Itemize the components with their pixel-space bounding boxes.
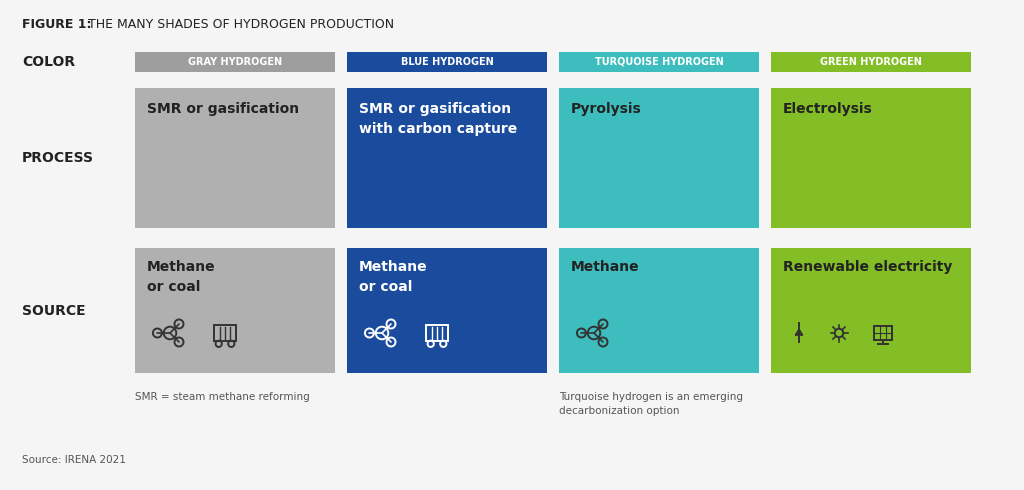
Text: Source: IRENA 2021: Source: IRENA 2021 <box>22 455 126 465</box>
FancyBboxPatch shape <box>559 52 759 72</box>
Text: PROCESS: PROCESS <box>22 151 94 165</box>
Text: Renewable electricity: Renewable electricity <box>783 260 952 274</box>
Text: SMR = steam methane reforming: SMR = steam methane reforming <box>135 392 309 402</box>
Text: COLOR: COLOR <box>22 55 75 69</box>
FancyBboxPatch shape <box>559 248 759 373</box>
Text: TURQUOISE HYDROGEN: TURQUOISE HYDROGEN <box>595 57 723 67</box>
FancyBboxPatch shape <box>559 88 759 228</box>
Text: SMR or gasification: SMR or gasification <box>147 102 299 116</box>
Text: Pyrolysis: Pyrolysis <box>571 102 642 116</box>
FancyBboxPatch shape <box>771 88 971 228</box>
Text: SMR or gasification
with carbon capture: SMR or gasification with carbon capture <box>359 102 517 136</box>
Text: Electrolysis: Electrolysis <box>783 102 872 116</box>
FancyBboxPatch shape <box>135 52 335 72</box>
Text: GREEN HYDROGEN: GREEN HYDROGEN <box>820 57 922 67</box>
Text: GRAY HYDROGEN: GRAY HYDROGEN <box>188 57 282 67</box>
FancyBboxPatch shape <box>771 248 971 373</box>
Text: Turquoise hydrogen is an emerging
decarbonization option: Turquoise hydrogen is an emerging decarb… <box>559 392 743 416</box>
FancyBboxPatch shape <box>347 52 547 72</box>
Text: SOURCE: SOURCE <box>22 303 86 318</box>
Text: THE MANY SHADES OF HYDROGEN PRODUCTION: THE MANY SHADES OF HYDROGEN PRODUCTION <box>84 18 394 31</box>
Text: FIGURE 1:: FIGURE 1: <box>22 18 91 31</box>
FancyBboxPatch shape <box>347 88 547 228</box>
Text: BLUE HYDROGEN: BLUE HYDROGEN <box>400 57 494 67</box>
Text: Methane
or coal: Methane or coal <box>147 260 216 294</box>
FancyBboxPatch shape <box>347 248 547 373</box>
FancyBboxPatch shape <box>135 248 335 373</box>
Text: Methane: Methane <box>571 260 640 274</box>
FancyBboxPatch shape <box>135 88 335 228</box>
FancyBboxPatch shape <box>771 52 971 72</box>
Text: Methane
or coal: Methane or coal <box>359 260 428 294</box>
